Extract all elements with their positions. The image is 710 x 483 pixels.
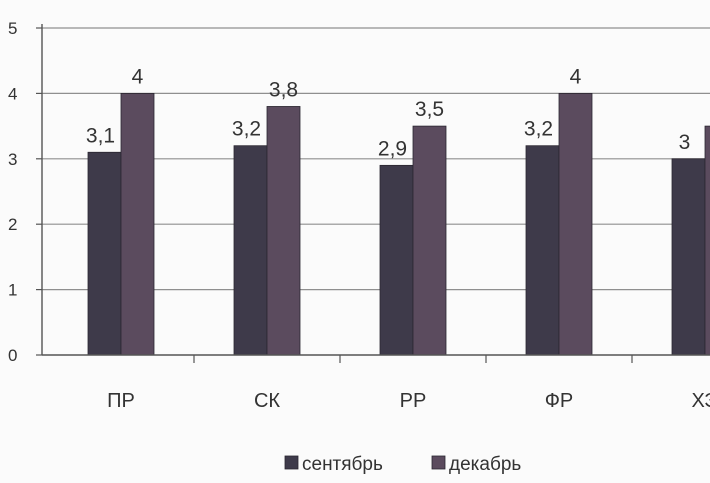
bar-сентябрь-ПР [87,151,122,356]
y-tick-label: 0 [8,346,17,365]
data-label: 4 [570,65,582,88]
bar-сентябрь-СК [233,145,268,356]
bars [87,93,710,356]
data-label: 4 [132,65,144,88]
bar-сентябрь-ХЭ [671,158,706,356]
data-label: 2,9 [378,137,407,160]
data-label: 3,1 [86,124,115,147]
legend-label-сентябрь: сентябрь [302,454,383,475]
y-tick-label: 3 [8,150,17,169]
y-tick-label: 1 [8,281,17,300]
bar-декабрь-ПР [120,93,155,356]
legend-swatch-сентябрь [284,455,299,470]
legend: сентябрь декабрь [284,454,521,475]
x-tick-label: РР [400,390,427,412]
data-label: 3,2 [524,118,553,141]
y-tick-label: 5 [8,19,17,38]
axes: 0 1 2 3 4 5 [8,19,710,365]
data-label: 3,8 [269,78,298,101]
legend-swatch-декабрь [431,455,446,470]
y-tick-label: 2 [8,215,17,234]
x-tick-label: СК [254,390,280,412]
bar-декабрь-РР [412,125,447,356]
bar-декабрь-ФР [558,93,593,356]
bar-сентябрь-РР [379,164,414,356]
legend-label-декабрь: декабрь [449,454,521,475]
data-label: 3 [679,131,691,154]
data-label: 3,2 [232,118,261,141]
data-label: 3,5 [415,98,444,121]
x-tick-label: ФР [545,390,574,412]
bar-сентябрь-ФР [525,145,560,356]
x-tick-label: ХЭ [691,390,710,412]
y-tick-label: 4 [8,84,17,103]
bar-декабрь-ХЭ [704,125,710,356]
x-tick-label: ПР [107,390,135,412]
bar-декабрь-СК [266,106,301,356]
